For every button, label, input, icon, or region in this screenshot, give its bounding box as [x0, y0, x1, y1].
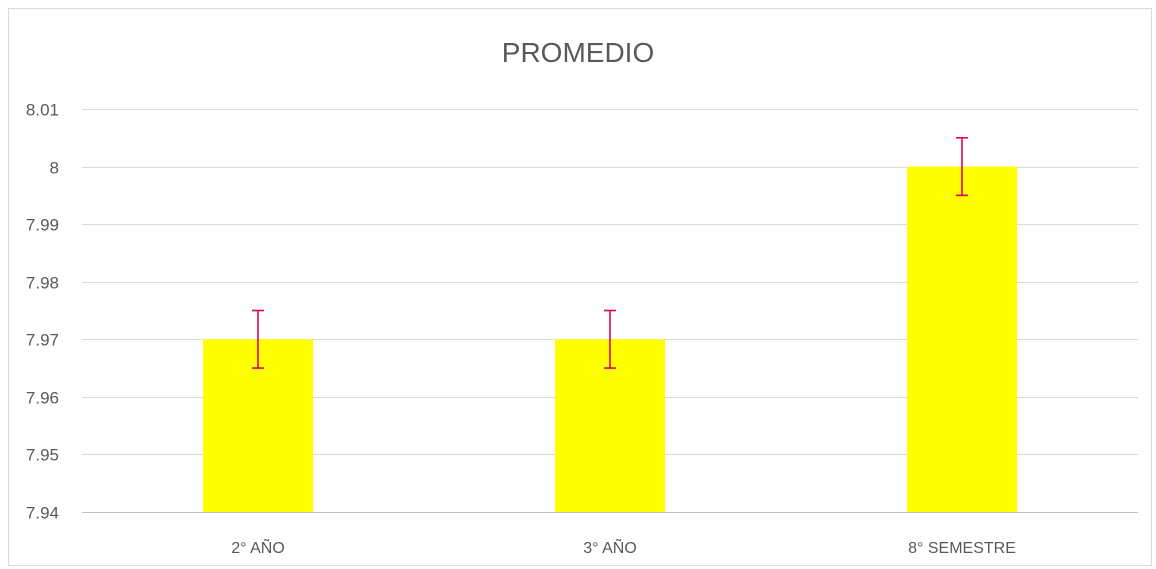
- error-bar: [252, 309, 264, 369]
- y-tick-label: 7.96: [26, 389, 59, 408]
- y-tick-label: 8: [50, 159, 59, 178]
- bar: [907, 166, 1017, 513]
- error-bar: [956, 136, 968, 197]
- error-bar: [604, 309, 616, 369]
- y-tick-label: 7.97: [26, 331, 59, 350]
- x-category-label: 3° AÑO: [583, 537, 637, 557]
- y-tick-label: 7.99: [26, 216, 59, 235]
- y-tick-label: 8.01: [26, 101, 59, 120]
- x-category-label: 8° SEMESTRE: [908, 540, 1016, 557]
- y-tick-label: 7.95: [26, 446, 59, 465]
- y-tick-label: 7.94: [26, 504, 59, 523]
- chart-title: PROMEDIO: [502, 37, 654, 68]
- y-tick-label: 7.98: [26, 274, 59, 293]
- x-category-label: 2° AÑO: [231, 537, 285, 557]
- x-axis-category-labels: 2° AÑO 3° AÑO 8° SEMESTRE: [231, 537, 1016, 557]
- y-axis-tick-labels: 7.94 7.95 7.96 7.97 7.98 7.99 8 8.01: [26, 101, 59, 523]
- error-bars: [252, 136, 968, 369]
